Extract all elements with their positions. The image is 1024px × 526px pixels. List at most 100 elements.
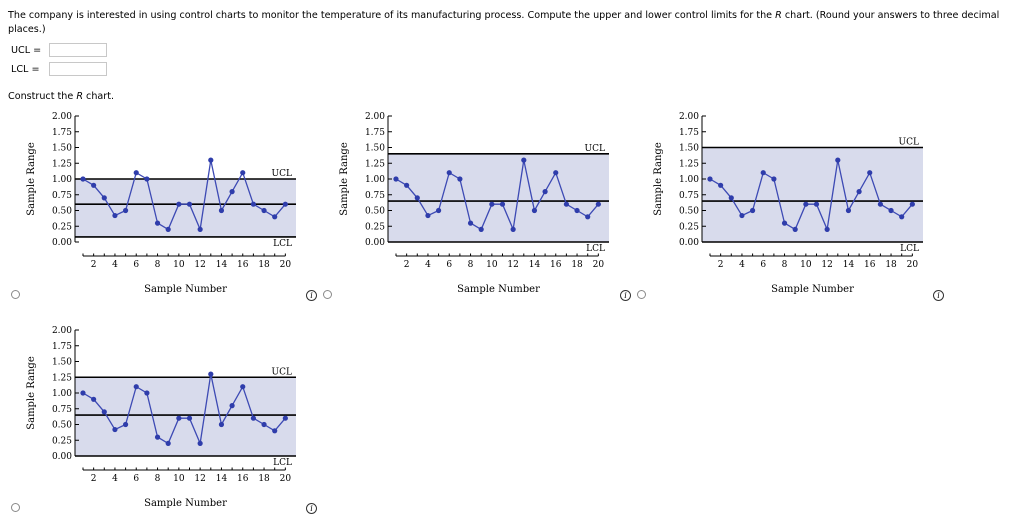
- x-tick-label: 8: [155, 474, 161, 484]
- y-tick-label: 1.50: [52, 358, 72, 368]
- data-point: [272, 428, 278, 434]
- data-point: [749, 207, 756, 214]
- data-point: [718, 182, 724, 188]
- y-tick-label: 1.75: [52, 128, 72, 138]
- data-point: [229, 403, 235, 409]
- data-point: [457, 176, 463, 182]
- control-band: [75, 179, 296, 237]
- x-tick-label: 10: [173, 474, 185, 484]
- data-point: [803, 201, 809, 207]
- y-tick-label: 1.25: [365, 159, 385, 169]
- data-point: [867, 170, 873, 176]
- data-point: [425, 212, 431, 219]
- data-point: [208, 157, 214, 163]
- question-part: The company is interested in using contr…: [8, 10, 776, 21]
- y-tick-label: 0.50: [365, 207, 385, 217]
- x-tick-label: 10: [486, 260, 498, 270]
- y-tick-label: 1.50: [679, 144, 699, 154]
- option-1-radio[interactable]: [11, 290, 20, 299]
- data-point: [218, 421, 225, 428]
- y-tick-label: 1.75: [52, 342, 72, 352]
- info-icon[interactable]: i: [306, 290, 317, 301]
- x-tick-label: 2: [718, 260, 724, 270]
- lcl-label: LCL: [586, 244, 605, 254]
- y-tick-label: 0.25: [679, 222, 699, 232]
- x-tick-label: 20: [280, 474, 292, 484]
- construct-instruction: Construct the R chart.: [8, 91, 114, 102]
- x-tick-label: 14: [529, 260, 541, 270]
- x-tick-label: 10: [173, 260, 185, 270]
- lcl-label: LCL: [273, 239, 292, 249]
- x-tick-label: 16: [237, 260, 249, 270]
- lcl-answer-row: LCL =: [11, 61, 107, 77]
- y-tick-label: 0.00: [52, 452, 72, 462]
- x-tick-label: 12: [194, 260, 205, 270]
- control-band: [388, 153, 609, 242]
- data-point: [240, 384, 246, 390]
- x-tick-label: 14: [216, 260, 228, 270]
- y-tick-label: 2.00: [52, 326, 72, 336]
- y-tick-label: 0.50: [52, 421, 72, 431]
- y-tick-label: 1.50: [52, 144, 72, 154]
- data-point: [393, 176, 399, 182]
- ucl-label: UCL: [272, 169, 292, 179]
- data-point: [154, 434, 161, 440]
- r-chart-option-3: 0.00 0.25 0.50 0.75 1.00 1.25 1.50 1.75 2.00 2 4 6 8…: [653, 112, 923, 295]
- y-tick-label: 0.25: [365, 222, 385, 232]
- x-tick-label: 6: [760, 260, 766, 270]
- y-tick-label: 1.00: [679, 175, 699, 185]
- x-tick-label: 14: [843, 260, 855, 270]
- x-tick-label: 16: [550, 260, 562, 270]
- option-3-radio[interactable]: [637, 290, 646, 299]
- y-tick-label: 0.75: [52, 405, 72, 415]
- data-point: [888, 207, 894, 214]
- r-chart-option-4: 0.00 0.25 0.50 0.75 1.00 1.25 1.50 1.75 2.00 2 4 6 8…: [26, 326, 296, 509]
- y-axis-title: Sample Range: [653, 142, 664, 216]
- data-point: [845, 207, 852, 214]
- info-icon[interactable]: i: [306, 503, 317, 514]
- y-tick-label: 2.00: [679, 112, 699, 122]
- x-tick-label: 10: [800, 260, 812, 270]
- x-tick-label: 4: [739, 260, 745, 270]
- ucl-label: UCL =: [11, 44, 42, 56]
- ucl-input[interactable]: [49, 43, 107, 57]
- r-chart-option-2: 0.00 0.25 0.50 0.75 1.00 1.25 1.50 1.75 2.00 2 4 6 8…: [339, 112, 609, 295]
- lcl-input[interactable]: [49, 62, 107, 76]
- data-point: [574, 207, 580, 214]
- ucl-label: UCL: [585, 144, 605, 154]
- data-point: [261, 421, 267, 428]
- info-icon[interactable]: i: [620, 290, 631, 301]
- data-point: [282, 415, 288, 421]
- x-axis-title: Sample Number: [457, 284, 540, 295]
- x-tick-label: 20: [593, 260, 605, 270]
- option-2-radio[interactable]: [323, 290, 332, 299]
- data-point: [122, 421, 129, 428]
- data-point: [197, 440, 203, 446]
- data-point: [771, 176, 777, 182]
- x-tick-label: 16: [864, 260, 876, 270]
- lcl-label: LCL: [900, 244, 919, 254]
- x-tick-label: 2: [91, 474, 97, 484]
- data-point: [835, 157, 841, 163]
- data-point: [154, 220, 161, 226]
- y-tick-label: 1.50: [365, 144, 385, 154]
- option-4-radio[interactable]: [11, 503, 20, 512]
- data-point: [435, 207, 442, 214]
- control-band: [75, 377, 296, 456]
- data-point: [250, 415, 256, 421]
- data-point: [585, 214, 591, 220]
- data-point: [165, 226, 171, 232]
- x-tick-label: 20: [280, 260, 292, 270]
- data-point: [446, 170, 452, 176]
- info-icon[interactable]: i: [933, 290, 944, 301]
- data-point: [101, 195, 107, 201]
- data-point: [91, 396, 97, 402]
- data-point: [542, 189, 548, 195]
- data-point: [133, 384, 139, 390]
- y-tick-label: 1.25: [679, 159, 699, 169]
- construct-part: chart.: [83, 91, 115, 102]
- data-point: [144, 390, 150, 396]
- x-tick-label: 16: [237, 474, 249, 484]
- data-point: [478, 226, 484, 232]
- data-point: [760, 170, 766, 176]
